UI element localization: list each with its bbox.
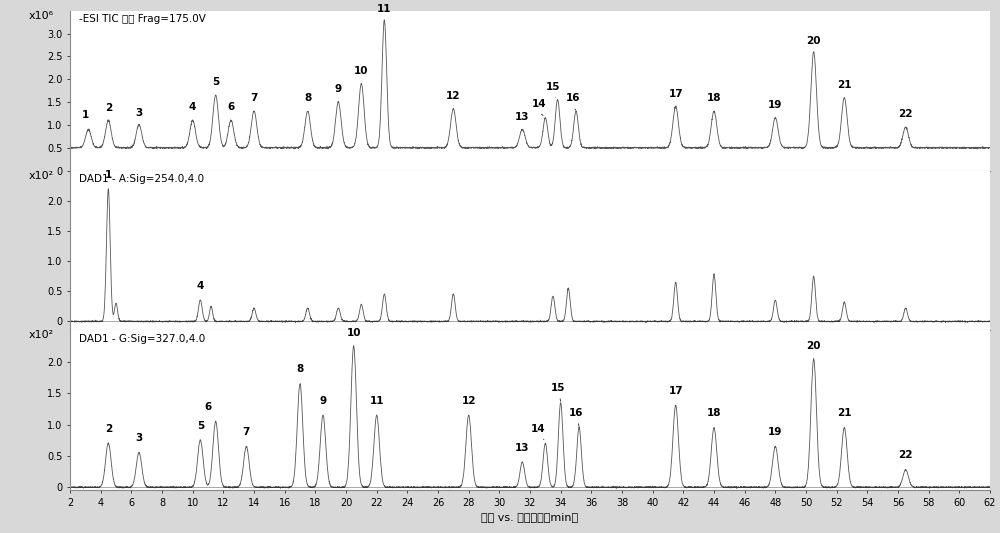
Text: 6: 6 xyxy=(227,102,235,112)
Text: 8: 8 xyxy=(296,365,304,374)
Text: 14: 14 xyxy=(530,424,545,440)
Text: 8: 8 xyxy=(304,93,311,103)
Text: 15: 15 xyxy=(546,82,560,92)
Text: 12: 12 xyxy=(446,91,461,101)
Text: 16: 16 xyxy=(566,93,580,103)
Text: x10⁶: x10⁶ xyxy=(29,11,54,21)
Text: 5: 5 xyxy=(197,421,204,431)
Text: 20: 20 xyxy=(806,341,821,351)
Text: 22: 22 xyxy=(898,109,913,119)
Text: DAD1 - A:Sig=254.0,4.0: DAD1 - A:Sig=254.0,4.0 xyxy=(79,174,204,184)
Text: 11: 11 xyxy=(377,4,392,14)
Text: 7: 7 xyxy=(250,93,258,103)
Text: 9: 9 xyxy=(319,395,327,406)
Text: 18: 18 xyxy=(707,408,721,418)
Text: DAD1 - G:Sig=327.0,4.0: DAD1 - G:Sig=327.0,4.0 xyxy=(79,334,205,344)
Text: 9: 9 xyxy=(335,84,342,94)
Text: 1: 1 xyxy=(82,110,89,120)
Text: 17: 17 xyxy=(668,89,683,99)
Text: 7: 7 xyxy=(243,427,250,437)
Text: 13: 13 xyxy=(515,112,530,122)
Text: 19: 19 xyxy=(768,427,783,437)
Text: x10²: x10² xyxy=(29,171,54,181)
Text: 13: 13 xyxy=(515,443,530,453)
Text: 14: 14 xyxy=(532,99,547,109)
Text: 2: 2 xyxy=(105,103,112,114)
Text: 16: 16 xyxy=(569,408,583,426)
Text: 4: 4 xyxy=(189,102,196,112)
Text: 12: 12 xyxy=(461,395,476,406)
Text: 4: 4 xyxy=(197,281,204,291)
Text: 1: 1 xyxy=(105,169,112,180)
Text: 19: 19 xyxy=(768,100,783,110)
Text: 21: 21 xyxy=(837,80,852,90)
Text: 3: 3 xyxy=(135,108,143,118)
Text: 5: 5 xyxy=(212,77,219,87)
Text: 18: 18 xyxy=(707,93,721,103)
X-axis label: 保留 vs. 采集时间（min）: 保留 vs. 采集时间（min） xyxy=(481,512,579,522)
Text: 20: 20 xyxy=(806,36,821,46)
Text: 10: 10 xyxy=(346,328,361,338)
Text: 17: 17 xyxy=(668,386,683,397)
Text: 2: 2 xyxy=(105,424,112,434)
Text: 11: 11 xyxy=(369,395,384,406)
Text: 15: 15 xyxy=(550,383,565,401)
Text: 10: 10 xyxy=(354,66,369,76)
Text: -ESI TIC 扫描 Frag=175.0V: -ESI TIC 扫描 Frag=175.0V xyxy=(79,14,206,24)
Text: 21: 21 xyxy=(837,408,852,418)
Text: 6: 6 xyxy=(204,402,212,412)
Text: x10²: x10² xyxy=(29,330,54,341)
Text: 22: 22 xyxy=(898,450,913,461)
Text: 3: 3 xyxy=(135,433,143,443)
